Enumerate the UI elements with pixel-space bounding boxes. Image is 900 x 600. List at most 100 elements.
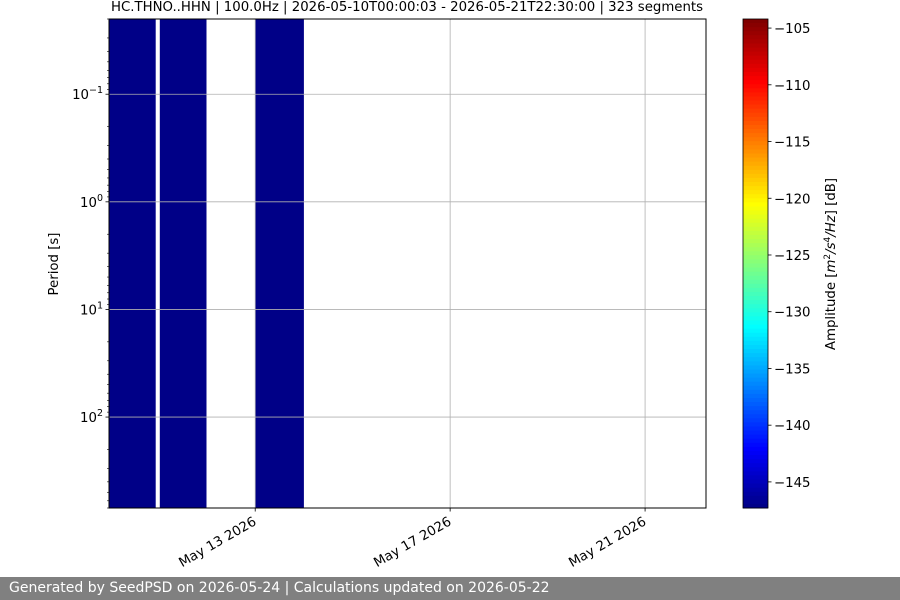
colorbar-swatch [743,324,768,330]
colorbar-swatch [743,446,768,452]
colorbar-tick-label: −115 [774,136,811,151]
colorbar-swatch [743,422,768,428]
y-tick-label: 100 [80,193,103,211]
colorbar-tick-label: −130 [774,306,811,321]
colorbar-swatch [743,67,768,73]
colorbar-swatch [743,210,768,216]
y-axis-label: Period [s] [47,233,62,296]
colorbar-swatch [743,251,768,256]
footer-text: Generated by SeedPSD on 2026-05-24 | Cal… [9,580,550,596]
colorbar-swatch [743,218,768,224]
colorbar-swatch [743,206,768,212]
colorbar-swatch [743,349,768,354]
colorbar-swatch [743,165,768,171]
colorbar-swatch [743,230,768,236]
colorbar-swatch [743,234,768,240]
colorbar-swatch [743,92,768,97]
colorbar-swatch [743,487,768,493]
colorbar-swatch [743,316,768,322]
y-tick-label: 10−1 [72,85,103,103]
colorbar-swatch [743,19,768,24]
colorbar-swatch [743,292,768,297]
colorbar-swatch [743,304,768,309]
colorbar-swatch [743,332,768,338]
colorbar-swatch [743,43,768,49]
colorbar-swatch [743,214,768,220]
data-segments [109,19,304,508]
colorbar-swatch [743,345,768,350]
colorbar-swatch [743,88,768,93]
colorbar-swatch [743,361,768,366]
colorbar-swatch [743,389,768,395]
colorbar-swatch [743,153,768,159]
colorbar-swatch [743,39,768,44]
colorbar-swatch [743,182,768,187]
colorbar-swatch [743,116,768,122]
colorbar-tick-label: −135 [774,362,811,377]
colorbar-swatch [743,226,768,232]
colorbar-swatch [743,104,768,110]
colorbar-swatch [743,381,768,387]
spectrogram-figure: HC.THNO..HHN | 100.0Hz | 2026-05-10T00:0… [47,0,839,571]
colorbar-swatch [743,467,768,472]
colorbar-swatch [743,287,768,293]
data-segment [109,19,156,508]
colorbar-label: Amplitude [m2/s4/Hz] [dB] [823,178,839,350]
colorbar-swatch [743,255,768,260]
colorbar-swatch [743,263,768,269]
colorbar-swatch [743,243,768,248]
footer-bar: Generated by SeedPSD on 2026-05-24 | Cal… [0,577,900,600]
colorbar-swatch [743,129,768,134]
colorbar-swatch [743,35,768,40]
colorbar-swatch [743,450,768,456]
colorbar-swatch [743,247,768,252]
colorbar-swatch [743,438,768,444]
colorbar-swatch [743,31,768,36]
colorbar-swatch [743,202,768,207]
grid-lines [109,19,706,508]
colorbar-swatch [743,499,768,505]
y-tick-label: 102 [80,408,103,426]
data-segment [255,19,304,508]
colorbar-swatch [743,145,768,150]
colorbar-swatch [743,402,768,407]
colorbar-swatch [743,100,768,106]
colorbar-swatch [743,503,768,509]
data-gap [594,19,598,508]
colorbar-swatch [743,55,768,61]
colorbar-tick-label: −145 [774,476,811,491]
colorbar-swatch [743,369,768,375]
colorbar-swatch [743,312,768,317]
colorbar-swatch [743,328,768,334]
colorbar-swatch [743,397,768,403]
colorbar-frame [742,18,769,509]
colorbar-swatch [743,157,768,163]
colorbar-swatch [743,84,768,89]
x-tick-label: May 13 2026 [177,514,260,570]
colorbar-swatch [743,23,768,28]
colorbar-swatch [743,161,768,167]
y-axis: 10−1 100 101 102 [72,18,109,509]
colorbar-swatch [743,296,768,301]
colorbar-swatch [743,267,768,273]
colorbar-swatch [743,149,768,154]
colorbar-swatch [743,279,768,285]
data-segment [159,19,207,508]
colorbar-swatch [743,471,768,476]
colorbar-swatch [743,463,768,468]
colorbar-swatch [743,300,768,305]
colorbar-swatch [743,27,768,32]
colorbar-swatch [743,393,768,399]
x-tick-label: May 21 2026 [566,514,649,570]
x-tick-label: May 17 2026 [372,514,455,570]
colorbar-swatch [743,320,768,326]
colorbar-swatch [743,173,768,179]
x-axis: May 13 2026 May 17 2026 May 21 2026 [177,508,649,571]
colorbar-swatch [743,47,768,53]
colorbar-tick-label: −125 [774,249,811,264]
colorbar-swatch [743,365,768,370]
colorbar-swatch [743,239,768,244]
data-gap [546,19,549,508]
colorbar-swatch [743,406,768,411]
colorbar-swatch [743,475,768,480]
